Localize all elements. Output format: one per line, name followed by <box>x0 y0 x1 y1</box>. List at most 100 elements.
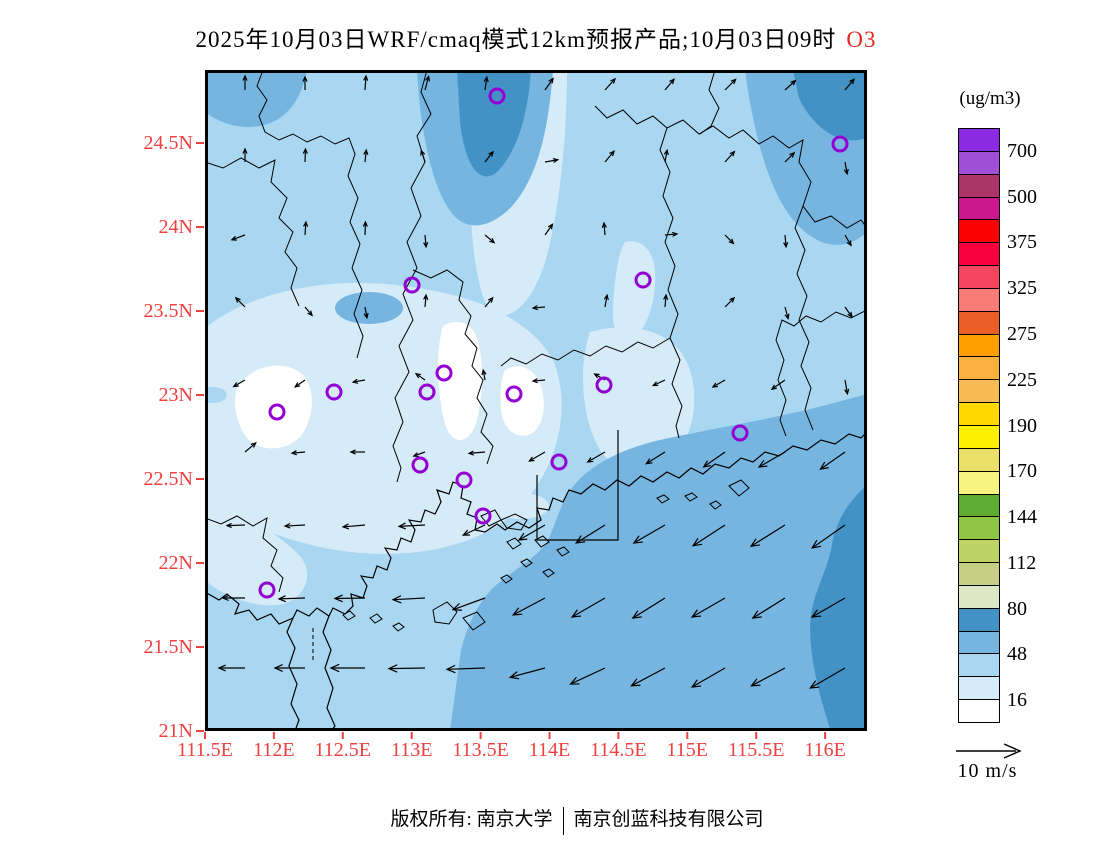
colorbar-tick-label: 80 <box>1007 597 1027 620</box>
wind-arrow <box>528 451 546 462</box>
lat-label: 23N <box>158 384 193 406</box>
lon-label: 113.5E <box>452 739 509 761</box>
wind-arrow <box>574 524 606 544</box>
colorbar-cell <box>959 380 999 404</box>
wind-arrow <box>242 147 248 162</box>
wind-arrow <box>484 296 494 308</box>
wind-reference-arrow <box>956 743 1022 759</box>
station-marker <box>325 383 343 401</box>
wind-arrow <box>349 449 365 455</box>
wind-arrow <box>544 157 560 164</box>
lat-label: 24N <box>158 216 193 238</box>
wind-arrow <box>363 148 369 163</box>
wind-arrow <box>663 148 669 163</box>
station-marker <box>418 383 436 401</box>
lon-label: 114.5E <box>590 739 647 761</box>
page-title: 2025年10月03日WRF/cmaq模式12km预报产品;10月03日09时 O… <box>0 20 1072 54</box>
wind-arrow <box>283 522 306 529</box>
wind-arrow <box>630 667 666 687</box>
station-marker <box>731 424 749 442</box>
lon-label: 114E <box>528 739 571 761</box>
map-frame <box>205 70 867 731</box>
wind-arrow <box>783 234 789 249</box>
contour-map <box>205 70 867 731</box>
wind-arrow <box>217 664 245 672</box>
wind-arrow <box>234 296 246 308</box>
colorbar-cell <box>959 357 999 381</box>
wind-arrow <box>517 524 546 541</box>
station-markers <box>258 87 867 599</box>
wind-arrow <box>632 524 666 544</box>
wind-arrow <box>304 306 314 317</box>
colorbar-cell <box>959 425 999 449</box>
colorbar-cell <box>959 151 999 175</box>
wind-arrow <box>531 305 546 311</box>
wind-arrow <box>844 78 855 91</box>
wind-arrow <box>844 306 853 319</box>
wind-arrow <box>711 379 726 388</box>
colorbar-tick-label: 170 <box>1007 460 1037 483</box>
colorbar-tick-label: 144 <box>1007 506 1037 529</box>
station-marker <box>268 403 286 421</box>
wind-arrow <box>645 451 666 465</box>
colorbar-cell <box>959 311 999 335</box>
wind-arrow <box>819 451 846 471</box>
wind-arrow <box>303 220 309 236</box>
wind-arrow <box>751 597 786 619</box>
colorbar-cell <box>959 448 999 472</box>
wind-arrow <box>230 234 246 241</box>
wind-arrow <box>225 522 246 529</box>
wind-arrow <box>329 663 365 673</box>
wind-arrow <box>844 234 852 247</box>
wind-arrow <box>844 379 850 396</box>
wind-arrow <box>244 442 257 453</box>
wind-arrow <box>302 75 308 90</box>
wind-reference-label: 10 m/s <box>957 760 1018 782</box>
colorbar-cell <box>959 197 999 221</box>
lon-label: 116E <box>804 739 846 761</box>
wind-arrow <box>363 74 369 91</box>
colorbar-cell <box>959 129 999 152</box>
lat-label: 23.5N <box>143 300 193 322</box>
copyright-separator <box>562 806 564 835</box>
wind-arrow <box>651 379 666 387</box>
wind-arrow <box>784 306 790 321</box>
wind-arrow <box>351 378 366 384</box>
colorbar-cell <box>959 403 999 426</box>
station-marker <box>455 471 473 489</box>
colorbar-tick-label: 500 <box>1007 185 1037 208</box>
wind-arrow <box>702 451 726 468</box>
wind-arrow <box>843 161 849 176</box>
wind-arrow <box>690 597 726 618</box>
colorbar-tick-label: 275 <box>1007 322 1037 345</box>
colorbar <box>958 128 1000 723</box>
lat-label: 24.5N <box>143 132 193 154</box>
colorbar-cell <box>959 563 999 586</box>
colorbar-tick-label: 700 <box>1007 139 1037 162</box>
wind-arrow <box>363 306 369 320</box>
wind-arrow <box>414 372 426 381</box>
contour-lightblue-wedge <box>205 387 227 403</box>
wind-arrow <box>424 75 431 91</box>
wind-arrow <box>461 524 486 536</box>
wind-arrow <box>484 150 494 163</box>
lon-label: 115E <box>666 739 709 761</box>
station-marker <box>474 507 492 525</box>
colorbar-cell <box>959 334 999 358</box>
wind-arrow <box>302 147 308 163</box>
wind-arrow <box>601 221 607 236</box>
colorbar-cell <box>959 288 999 312</box>
wind-arrow <box>603 293 609 308</box>
colorbar-cell <box>959 266 999 289</box>
copyright-right: 南京创蓝科技有限公司 <box>573 809 764 830</box>
wind-arrow <box>604 150 615 163</box>
wind-arrow <box>531 378 546 384</box>
title-species-o3: O3 <box>846 27 877 52</box>
wind-arrow <box>724 234 735 245</box>
colorbar-cell <box>959 631 999 655</box>
wind-arrow <box>664 231 679 237</box>
title-main: 2025年10月03日WRF/cmaq模式12km预报产品;10月03日09时 <box>195 27 837 52</box>
colorbar-tick-label: 112 <box>1007 551 1037 574</box>
station-marker <box>550 453 568 471</box>
wind-arrow <box>412 451 426 458</box>
